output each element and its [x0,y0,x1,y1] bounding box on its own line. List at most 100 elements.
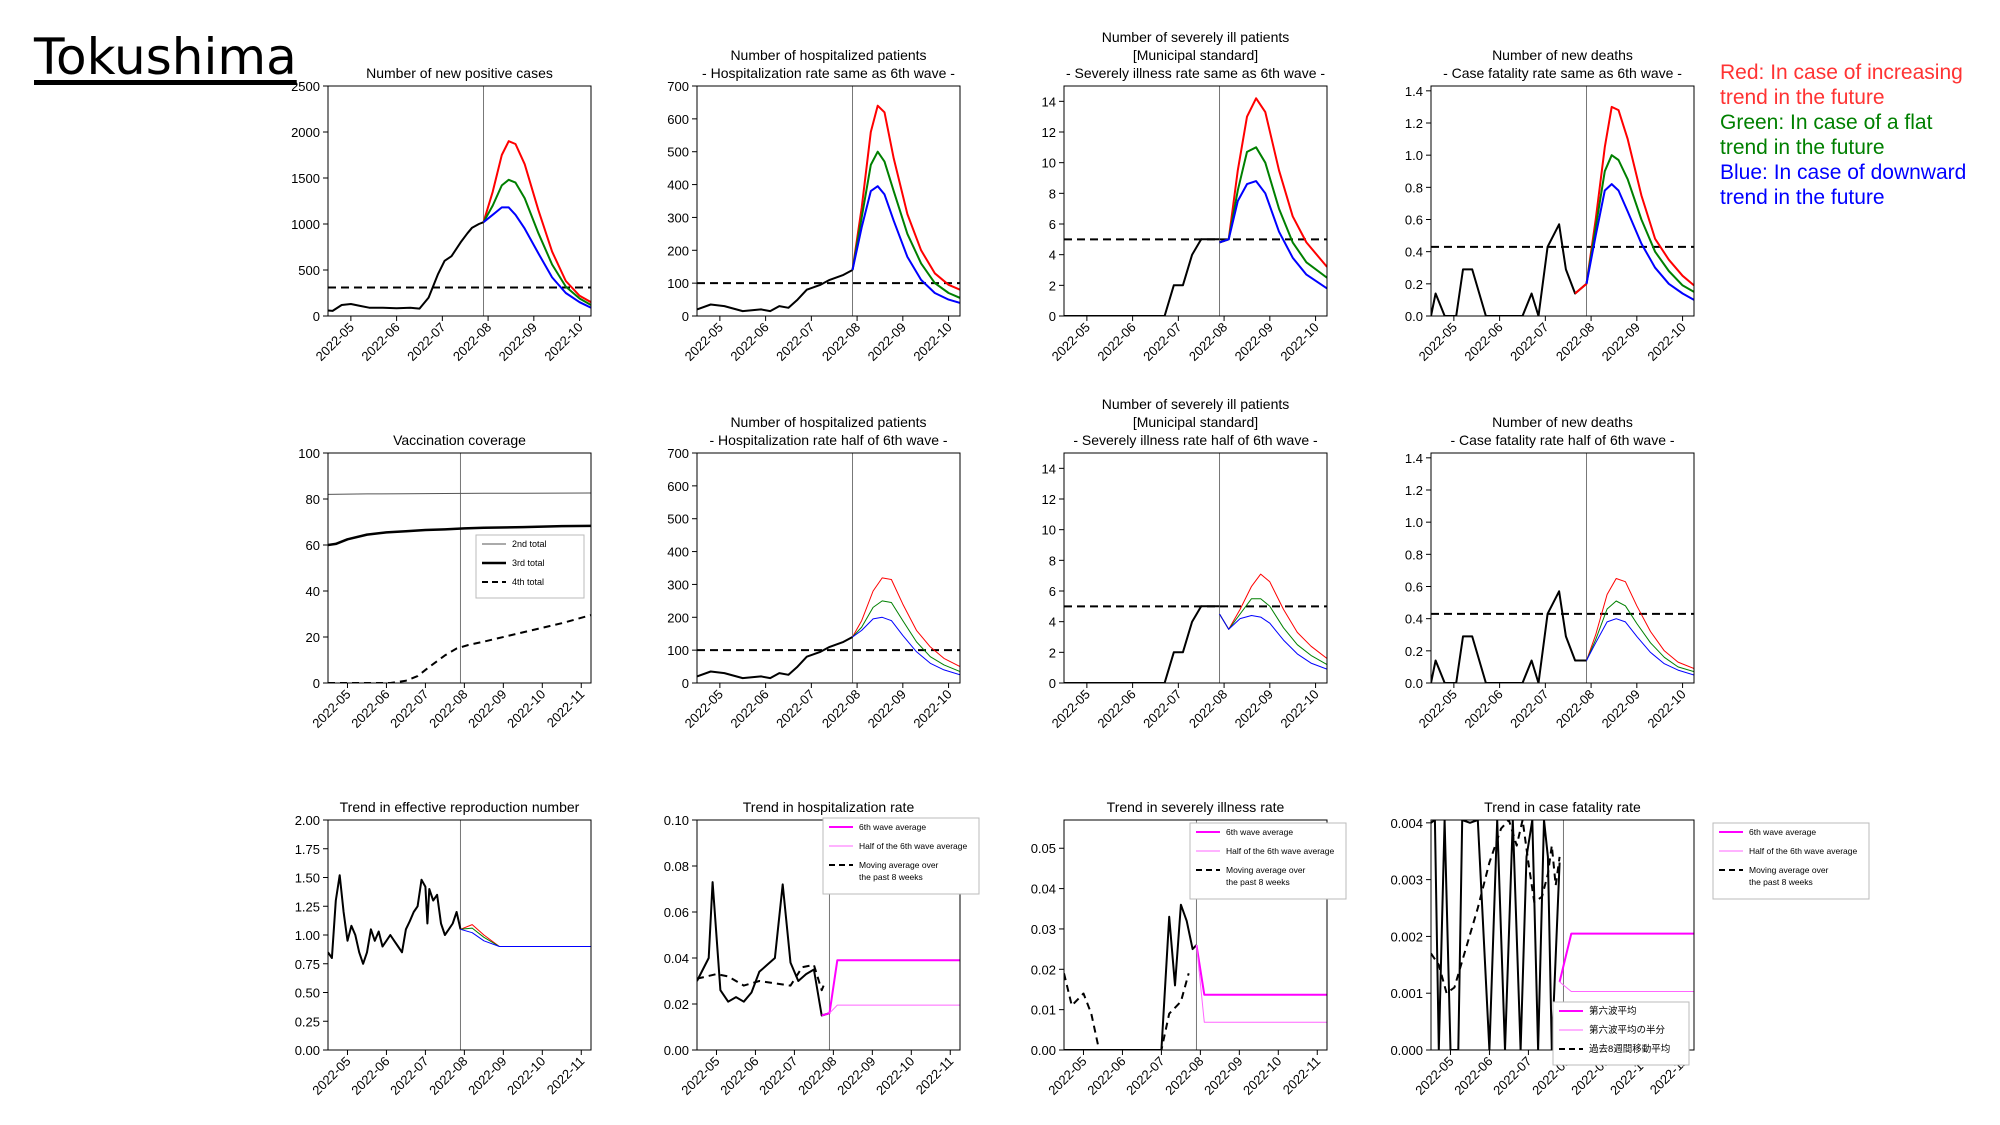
series-line-2 [460,927,591,947]
y-tick-label: 1000 [291,217,320,232]
chart-title: Trend in case fatality rate [1484,799,1641,815]
y-tick-label: 0.6 [1405,579,1423,594]
series-line-3 [829,1004,960,1014]
chart-title: Trend in effective reproduction number [340,799,580,815]
y-tick-label: 0 [682,676,689,691]
y-tick-label: 0.0 [1405,309,1423,324]
legend-label: the past 8 weeks [1749,877,1813,887]
x-tick-label: 2022-07 [1507,320,1551,364]
chart-title: - Hospitalization rate same as 6th wave … [702,65,955,81]
scenario-legend-red: Red: In case of increasing trend in the … [1720,61,1963,109]
y-tick-label: 8 [1049,553,1056,568]
y-tick-label: 10 [1042,156,1056,171]
y-tick-label: 1.0 [1405,515,1423,530]
y-tick-label: 0 [1049,676,1056,691]
chart-effective-reproduction: Trend in effective reproduction number 0.… [295,799,592,1098]
y-tick-label: 40 [306,584,320,599]
chart-title: Number of new positive cases [366,65,553,81]
series-line-3 [482,206,591,309]
legend-label: 4th total [512,577,544,587]
y-tick-label: 0.25 [295,1014,320,1029]
y-tick-label: 1.25 [295,899,320,914]
chart-title: Number of severely ill patients [1102,29,1290,45]
page-title: Tokushima [34,28,297,86]
chart-title: Number of new deaths [1492,47,1633,63]
x-tick-label: 2022-05 [1416,687,1460,731]
y-tick-label: 0.02 [664,997,689,1012]
y-tick-label: 1.4 [1405,84,1423,99]
y-tick-label: 2 [1049,278,1056,293]
series-line-1 [482,140,591,304]
series-line-2 [1219,598,1327,666]
x-tick-label: 2022-08 [450,320,494,364]
rate-legend: 6th wave average Half of the 6th wave ave… [822,817,980,895]
legend-label: the past 8 weeks [1226,877,1290,887]
y-tick-label: 0 [313,309,320,324]
chart-hospitalized-half: Number of hospitalized patients - Hospita… [667,414,961,731]
x-tick-label: 2022-06 [348,687,392,731]
x-tick-label: 2022-09 [1232,687,1276,731]
y-tick-label: 500 [667,512,689,527]
series-line-3 [1219,180,1327,290]
x-tick-label: 2022-09 [1599,687,1643,731]
x-tick-label: 2022-09 [465,1054,509,1098]
series-line-0 [697,881,830,1017]
axes-frame [327,452,592,684]
chart-title: Number of severely ill patients [1102,396,1290,412]
x-tick-label: 2022-07 [387,1054,431,1098]
x-tick-label: 2022-06 [1461,320,1505,364]
series-line-1 [852,577,960,668]
x-tick-label: 2022-05 [682,320,726,364]
plot-area [1431,820,1694,1050]
x-tick-label: 2022-08 [819,687,863,731]
y-tick-label: 2000 [291,125,320,140]
y-tick-label: 1.50 [295,871,320,886]
y-tick-label: 0.000 [1390,1043,1423,1058]
y-tick-label: 2 [1049,645,1056,660]
x-tick-label: 2022-10 [910,687,954,731]
series-line-2 [1219,146,1327,279]
x-tick-label: 2022-07 [773,320,817,364]
y-tick-label: 0.003 [1390,873,1423,888]
y-tick-label: 0 [313,676,320,691]
legend-label: Half of the 6th wave average [1749,846,1857,856]
x-tick-label: 2022-05 [309,1054,353,1098]
y-tick-label: 300 [667,210,689,225]
chart-severe-illness-rate: Trend in severely illness rate 0.00 0.01 0.… [1031,799,1347,1098]
x-tick-label: 2022-11 [544,1054,588,1098]
series-line-1 [460,924,591,947]
rate-legend-box [1189,822,1347,900]
y-tick-label: 0.10 [664,813,689,828]
x-tick-label: 2022-06 [1094,320,1138,364]
x-tick-label: 2022-06 [1084,1054,1128,1098]
x-tick-label: 2022-06 [727,320,771,364]
y-tick-label: 0.004 [1390,816,1423,831]
y-tick-label: 0.4 [1405,612,1423,627]
y-tick-label: 0.00 [664,1043,689,1058]
rate-legend-box [822,817,980,895]
chart-title: - Severely illness rate half of 6th wave… [1073,432,1318,448]
vaccination-legend: 2nd total 3rd total 4th total [475,534,585,599]
chart-hospitalized-same: Number of hospitalized patients - Hospita… [667,47,961,364]
x-tick-label: 2022-08 [1553,687,1597,731]
series-line-3 [1559,981,1694,992]
y-tick-label: 12 [1042,492,1056,507]
chart-title: Number of hospitalized patients [730,414,926,430]
x-tick-label: 2022-08 [1186,687,1230,731]
y-tick-label: 20 [306,630,320,645]
x-tick-label: 2022-05 [309,687,353,731]
x-tick-label: 2022-06 [717,1054,761,1098]
legend-label: Moving average over [1226,865,1306,875]
y-tick-label: 0.00 [295,1043,320,1058]
y-tick-label: 4 [1049,248,1056,263]
series-line-0 [697,269,853,313]
x-tick-label: 2022-07 [756,1054,800,1098]
chart-new-deaths-half: Number of new deaths - Case fatality rate… [1405,414,1695,731]
x-tick-label: 2022-08 [795,1054,839,1098]
y-tick-label: 2.00 [295,813,320,828]
x-tick-label: 2022-06 [1461,687,1505,731]
y-tick-label: 6 [1049,584,1056,599]
y-tick-label: 700 [667,446,689,461]
series-line-3 [1219,613,1327,670]
chart-vaccination-coverage: Vaccination coverage0204060801002022-052… [298,432,592,731]
